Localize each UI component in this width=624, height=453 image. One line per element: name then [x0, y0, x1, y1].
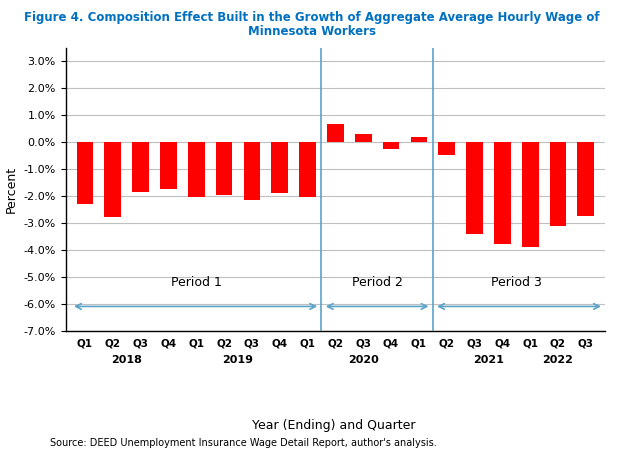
Text: Period 3: Period 3: [491, 276, 542, 289]
Bar: [300, 142, 316, 197]
Bar: [271, 142, 288, 193]
Text: Period 2: Period 2: [352, 276, 402, 289]
Bar: [466, 142, 483, 234]
Bar: [550, 142, 567, 226]
Text: 2020: 2020: [348, 355, 379, 365]
Text: Period 1: Period 1: [171, 276, 222, 289]
Bar: [216, 142, 233, 194]
Text: Source: DEED Unemployment Insurance Wage Detail Report, author's analysis.: Source: DEED Unemployment Insurance Wage…: [50, 439, 437, 448]
Text: Figure 4. Composition Effect Built in the Growth of Aggregate Average Hourly Wag: Figure 4. Composition Effect Built in th…: [24, 11, 600, 24]
Text: 2019: 2019: [223, 355, 253, 365]
Bar: [160, 142, 177, 189]
Bar: [243, 142, 260, 200]
Bar: [438, 142, 455, 155]
Text: 2018: 2018: [111, 355, 142, 365]
Bar: [522, 142, 539, 247]
Text: 2021: 2021: [473, 355, 504, 365]
Bar: [355, 134, 371, 142]
Y-axis label: Percent: Percent: [5, 165, 18, 213]
Bar: [188, 142, 205, 197]
Bar: [327, 125, 344, 142]
Bar: [104, 142, 121, 217]
Bar: [132, 142, 149, 192]
Text: Minnesota Workers: Minnesota Workers: [248, 25, 376, 38]
Bar: [383, 142, 399, 149]
Bar: [494, 142, 510, 245]
Text: 2022: 2022: [542, 355, 573, 365]
Bar: [411, 136, 427, 142]
Text: Year (Ending) and Quarter: Year (Ending) and Quarter: [252, 419, 416, 432]
Bar: [577, 142, 594, 216]
Bar: [77, 142, 94, 204]
